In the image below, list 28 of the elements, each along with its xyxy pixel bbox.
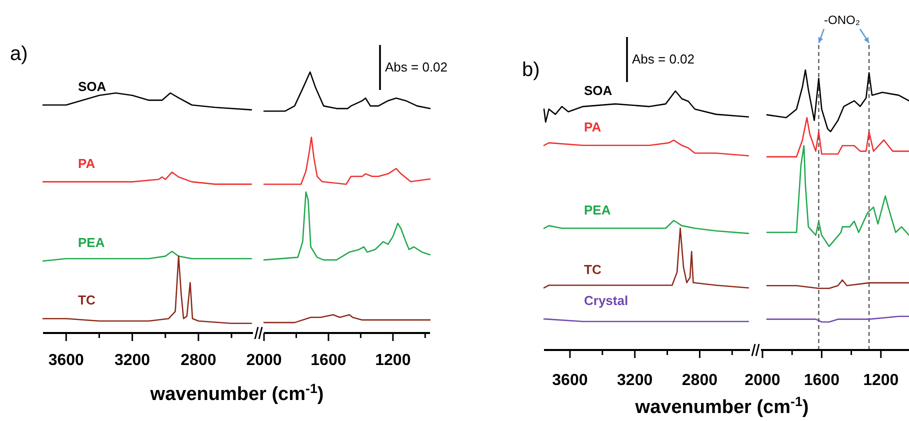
series-label: SOA: [584, 83, 613, 98]
series-label: PEA: [78, 235, 106, 250]
chart-title: a): [10, 43, 28, 65]
text: -ONO₂: [824, 13, 860, 27]
series-label: TC: [78, 292, 96, 308]
x-tick-label: 2800: [682, 372, 718, 389]
x-axis-title: wavenumber (cm$^{-1}$): [634, 394, 809, 418]
series-label: PA: [78, 156, 96, 171]
x-tick-label: 3600: [48, 352, 84, 369]
x-tick-label: 1600: [310, 352, 346, 369]
annotation: Abs = 0.02: [385, 60, 448, 74]
series-label: TC: [584, 262, 602, 277]
text: Abs = 0.02: [632, 52, 695, 66]
x-tick-label: 2000: [744, 372, 780, 389]
x-axis-title: wavenumber (cm$^{-1}$): [149, 380, 324, 405]
series-label: PA: [584, 119, 602, 134]
x-tick-label: 2800: [180, 352, 216, 369]
x-tick-label: 3200: [114, 352, 150, 369]
x-tick-label: 1600: [804, 372, 840, 389]
x-tick-label: 3200: [617, 372, 653, 389]
chart-title: b): [522, 59, 540, 81]
series-label: SOA: [78, 79, 107, 94]
x-tick-label: 1200: [375, 352, 411, 369]
series-label: Crystal: [584, 292, 628, 308]
x-tick-label: 3600: [552, 372, 588, 389]
x-tick-label: 1200: [863, 372, 899, 389]
x-tick-label: 2000: [246, 352, 282, 369]
series-label: PEA: [584, 202, 612, 218]
